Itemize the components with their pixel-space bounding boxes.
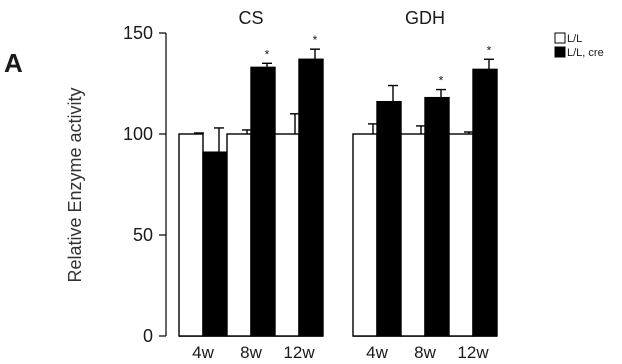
legend: L/L L/L, cre: [554, 32, 604, 59]
bar-control-12w: [274, 133, 300, 337]
x-tick-label: 8w: [240, 343, 262, 362]
bar-control-4w: [178, 133, 204, 337]
bar-cre-12w: [298, 58, 324, 337]
bar-cre-4w: [376, 100, 402, 337]
group-title: GDH: [405, 8, 445, 28]
y-axis-label: Relative Enzyme activity: [65, 87, 85, 282]
significance-marker: *: [439, 74, 444, 88]
significance-marker: *: [313, 33, 318, 47]
y-tick-label: 50: [133, 225, 153, 245]
significance-marker: *: [265, 47, 270, 61]
bar-control-8w: [400, 133, 426, 337]
x-tick-label: 12w: [283, 343, 315, 362]
bar-control-4w: [352, 133, 378, 337]
bar-cre-8w: [250, 66, 276, 337]
x-tick-label: 12w: [457, 343, 489, 362]
bar-cre-12w: [472, 68, 498, 337]
bar-cre-8w: [424, 96, 450, 337]
y-tick-label: 100: [123, 124, 153, 144]
y-axis: 0 50 100 150: [123, 23, 167, 346]
bar-control-12w: [448, 133, 474, 337]
bar-cre-4w: [202, 151, 228, 337]
group-title: CS: [238, 8, 263, 28]
x-tick-label: 4w: [192, 343, 214, 362]
legend-label: L/L, cre: [567, 47, 604, 59]
bar-control-8w: [226, 133, 252, 337]
legend-swatch: [554, 32, 566, 44]
panel-label: A: [4, 48, 23, 78]
y-tick-label: 0: [143, 326, 153, 346]
bar-group-cs: CS 4w * 8w * 12w: [178, 8, 324, 362]
bar-groups: CS 4w * 8w * 12w GDH 4w * 8w * 12w: [178, 8, 498, 362]
legend-swatch: [554, 46, 566, 58]
bar-group-gdh: GDH 4w * 8w * 12w: [352, 8, 498, 362]
significance-marker: *: [487, 43, 492, 57]
legend-label: L/L: [567, 33, 582, 45]
x-tick-label: 8w: [414, 343, 436, 362]
x-tick-label: 4w: [366, 343, 388, 362]
y-tick-label: 150: [123, 23, 153, 43]
